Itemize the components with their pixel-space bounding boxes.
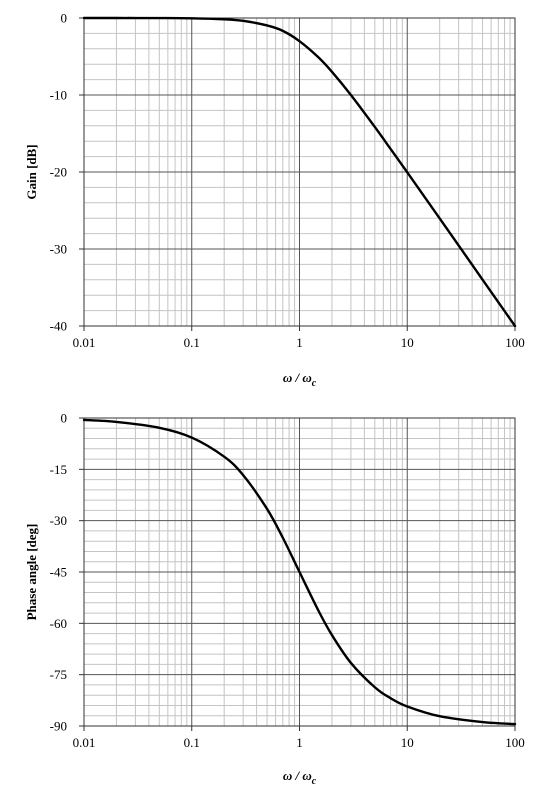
gain-y-tick-label: 0 [61,11,68,26]
phase-x-tick-label: 0.1 [184,735,200,750]
gain-y-axis-label: Gain [dB] [24,144,39,199]
gain-x-tick-label: 10 [401,335,414,350]
gain-x-tick-label: 1 [296,335,303,350]
phase-y-tick-label: -45 [50,565,67,580]
phase-y-tick-label: -30 [50,513,67,528]
gain-x-tick-label: 0.1 [184,335,200,350]
gain-response-curve [82,16,517,328]
gain-x-axis-label: ω / ωc [283,370,317,389]
phase-y-tick-label: -75 [50,667,67,682]
phase-chart: 0.01 0.1 1 10 100 0 -15 -30 -45 -60 -75 -90 Phase an… [24,411,525,788]
phase-x-tick-label: 0.01 [73,735,96,750]
gain-x-tick-label: 0.01 [73,335,96,350]
phase-x-axis-label: ω / ωc [283,768,317,787]
gain-chart: 0.01 0.1 1 10 100 0 -10 -20 -30 -40 Gain [dB] ω / ω… [24,11,525,390]
phase-x-tick-label: 10 [401,735,414,750]
gain-y-tick-label: -20 [50,165,67,180]
gain-y-tick-label: -10 [50,88,67,103]
gain-y-tick-label: -40 [50,319,67,334]
phase-x-tick-label: 1 [296,735,303,750]
gain-y-tick-label: -30 [50,242,67,257]
phase-y-tick-label: -60 [50,616,67,631]
phase-y-axis-label: Phase angle [deg] [24,524,39,621]
phase-response-curve [82,418,517,726]
phase-y-tick-label: 0 [61,411,68,426]
phase-y-tick-label: -90 [50,719,67,734]
gain-x-tick-label: 100 [505,335,525,350]
phase-y-tick-label: -15 [50,462,67,477]
phase-x-tick-label: 100 [505,735,525,750]
